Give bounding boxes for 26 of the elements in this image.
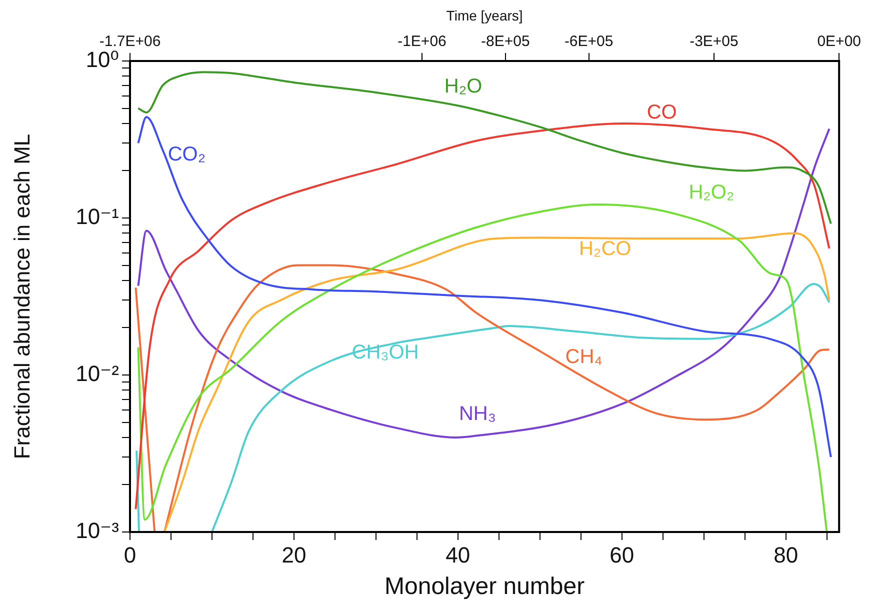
y-tick-label: 10⁻² xyxy=(76,361,119,386)
x-axis-title: Monolayer number xyxy=(384,573,585,600)
x2-tick-label: -1E+06 xyxy=(398,33,446,50)
series-label: NH₃ xyxy=(458,402,496,425)
line-series xyxy=(134,122,830,510)
x-tick-label: 20 xyxy=(282,542,306,568)
series-label: H₂O₂ xyxy=(688,181,734,204)
x-tick-label: 40 xyxy=(446,542,470,568)
x2-axis-title: Time [years] xyxy=(446,7,523,24)
x2-tick-label: -8E+05 xyxy=(481,33,530,50)
series-label: CO xyxy=(646,101,677,124)
series-label: CO₂ xyxy=(168,144,206,166)
series-label: CH₃OH xyxy=(352,342,419,364)
series-label: H₂CO xyxy=(578,238,632,260)
y-tick-label: 10⁻¹ xyxy=(76,204,119,230)
line-series xyxy=(137,71,832,225)
series-label: H₂O xyxy=(444,75,482,98)
x-tick-label: 80 xyxy=(774,542,798,568)
x-tick-label: 60 xyxy=(610,542,634,568)
x-tick-label: 0 xyxy=(124,542,136,568)
y-tick-label: 10⁻³ xyxy=(76,518,119,544)
x2-tick-label: -3E+05 xyxy=(690,33,738,50)
series-label: CH₄ xyxy=(565,346,602,368)
x2-tick-label: 0E+00 xyxy=(817,33,862,50)
y-axis-title: Fractional abundance in each ML xyxy=(9,134,34,460)
x2-tick-label: -6E+05 xyxy=(564,33,614,50)
